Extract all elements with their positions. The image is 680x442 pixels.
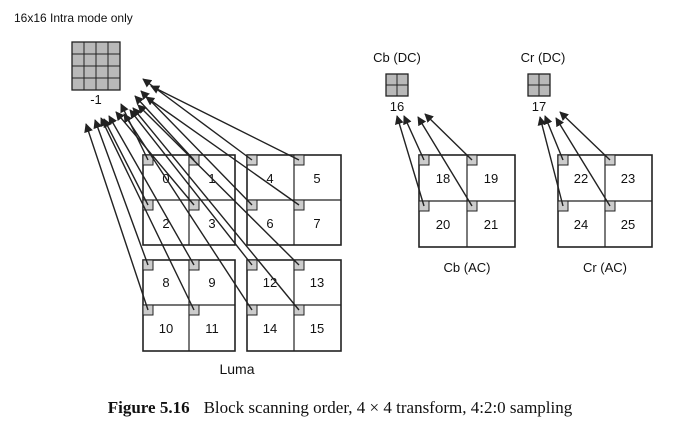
luma-block-15: 15: [310, 321, 324, 336]
luma-block-8: 8: [162, 275, 169, 290]
luma-label: Luma: [219, 361, 254, 377]
luma-block-12: 12: [263, 275, 277, 290]
cb-dc-title: Cb (DC): [373, 50, 421, 65]
cr-block-23: 23: [621, 171, 635, 186]
cb-block-19: 19: [484, 171, 498, 186]
luma-dc-index: -1: [90, 92, 102, 107]
luma-dc-block: [71, 41, 121, 91]
luma-block-4: 4: [266, 171, 273, 186]
luma-block-7: 7: [313, 216, 320, 231]
cb-ac-label: Cb (AC): [444, 260, 491, 275]
chroma-block-labels: 18 19 20 21 22 23 24 25: [436, 171, 635, 232]
figure-number: Figure 5.16: [107, 398, 190, 417]
luma-block-14: 14: [263, 321, 277, 336]
luma-block-10: 10: [159, 321, 173, 336]
chroma-dc-arrows: [395, 111, 611, 207]
cr-block-25: 25: [621, 217, 635, 232]
cr-dc-block: [527, 73, 551, 97]
cr-dc-title: Cr (DC): [521, 50, 566, 65]
intra-mode-label: 16x16 Intra mode only: [14, 11, 133, 25]
figure-caption: Figure 5.16 Block scanning order, 4 × 4 t…: [0, 398, 680, 418]
cb-dc-index: 16: [390, 99, 404, 114]
luma-block-3: 3: [208, 216, 215, 231]
cb-block-21: 21: [484, 217, 498, 232]
luma-block-6: 6: [266, 216, 273, 231]
luma-block-labels: 0 1 2 3 4 5 6 7 8 9 10 11 12 13 14 15: [159, 171, 324, 336]
luma-block-5: 5: [313, 171, 320, 186]
luma-block-13: 13: [310, 275, 324, 290]
luma-dc-arrows: [84, 78, 300, 311]
cb-dc-block: [385, 73, 409, 97]
figure-caption-text: Block scanning order, 4 × 4 transform, 4…: [203, 398, 573, 417]
cr-ac-label: Cr (AC): [583, 260, 627, 275]
luma-block-2: 2: [162, 216, 169, 231]
luma-block-11: 11: [205, 321, 219, 336]
cb-block-18: 18: [436, 171, 450, 186]
cr-dc-index: 17: [532, 99, 546, 114]
luma-block-9: 9: [208, 275, 215, 290]
cb-block-20: 20: [436, 217, 450, 232]
cr-block-22: 22: [574, 171, 588, 186]
cr-block-24: 24: [574, 217, 588, 232]
